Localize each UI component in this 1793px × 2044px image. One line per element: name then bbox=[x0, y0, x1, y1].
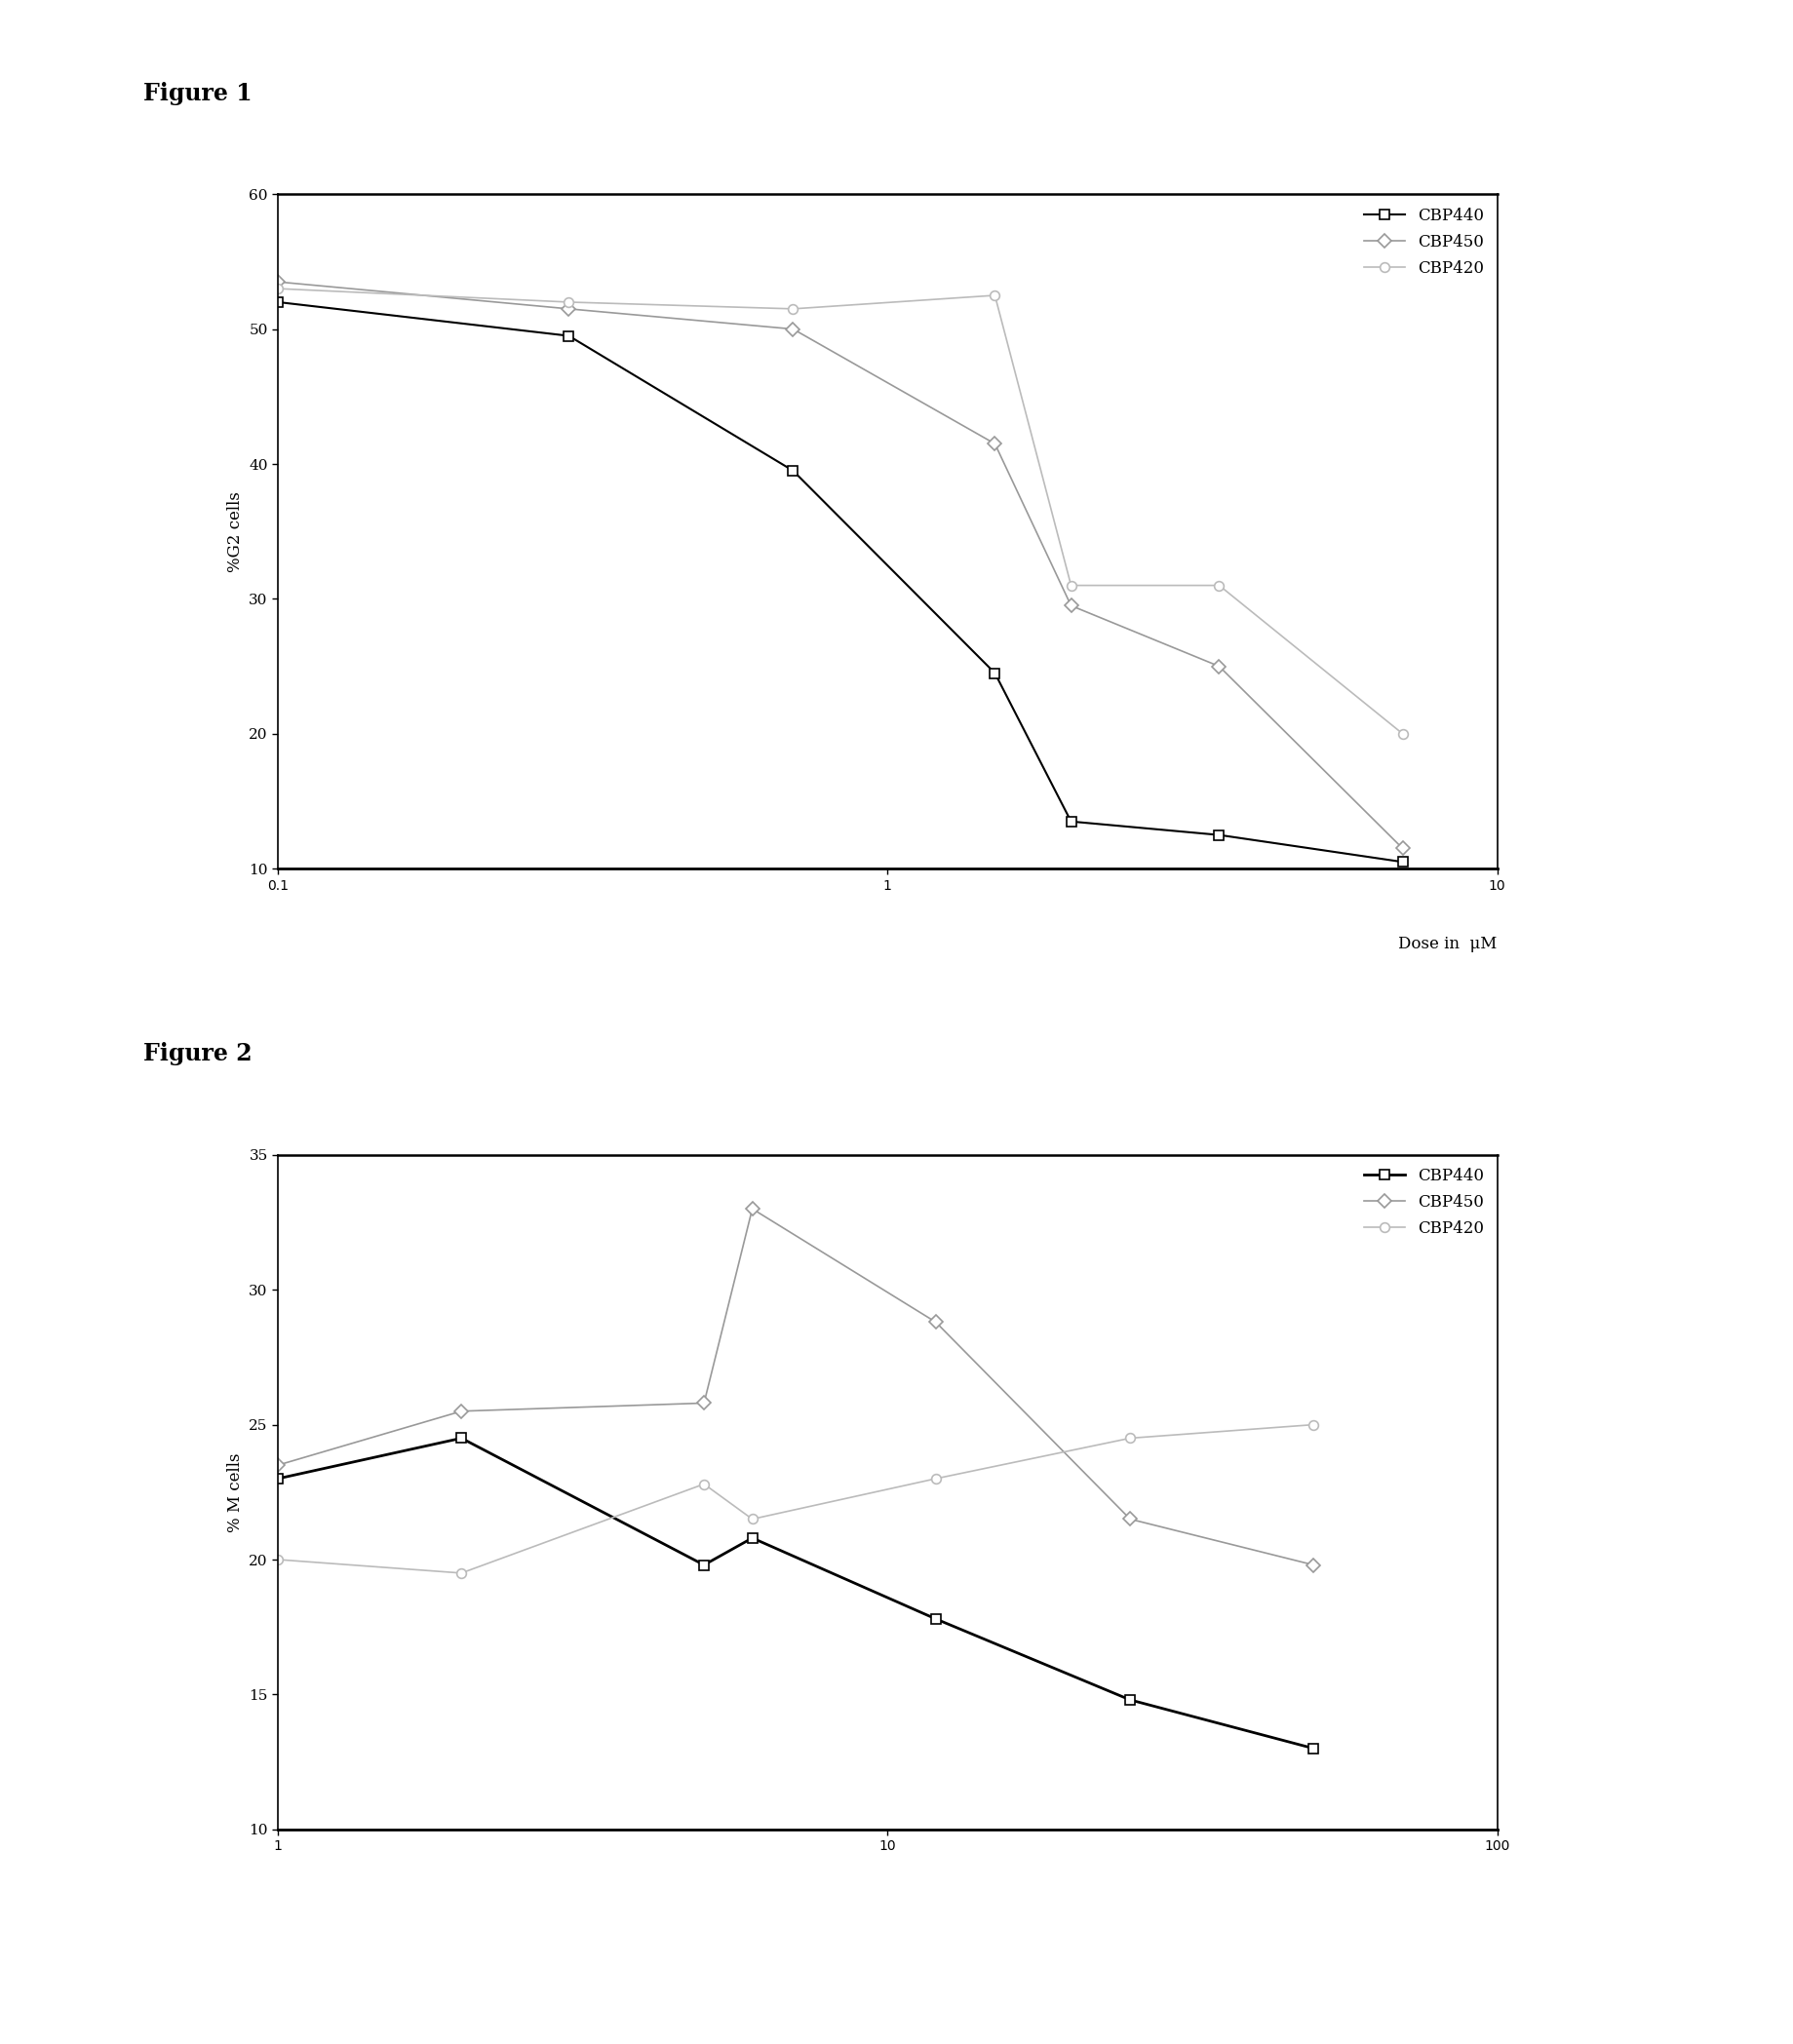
CBP450 bbox=[1304, 1553, 1325, 1578]
Legend: CBP440, CBP450, CBP420: CBP440, CBP450, CBP420 bbox=[1359, 1163, 1488, 1243]
CBP440 bbox=[742, 1525, 764, 1549]
CBP440 bbox=[1304, 1735, 1325, 1760]
CBP440 bbox=[925, 1607, 947, 1631]
Line: CBP420: CBP420 bbox=[273, 1421, 1318, 1578]
CBP450 bbox=[1119, 1506, 1140, 1531]
CBP420 bbox=[558, 290, 579, 315]
Y-axis label: % M cells: % M cells bbox=[226, 1453, 244, 1531]
CBP450 bbox=[925, 1310, 947, 1335]
CBP450 bbox=[694, 1390, 715, 1414]
CBP420 bbox=[1060, 572, 1081, 597]
Line: CBP420: CBP420 bbox=[273, 284, 1408, 738]
CBP440 bbox=[450, 1427, 472, 1451]
CBP420 bbox=[450, 1562, 472, 1586]
CBP450 bbox=[267, 270, 289, 294]
CBP450 bbox=[984, 431, 1006, 456]
CBP420 bbox=[984, 282, 1006, 307]
CBP420 bbox=[1304, 1412, 1325, 1437]
CBP420 bbox=[925, 1466, 947, 1490]
CBP440 bbox=[267, 290, 289, 315]
CBP420 bbox=[1208, 572, 1230, 597]
Line: CBP450: CBP450 bbox=[273, 1204, 1318, 1570]
CBP420 bbox=[1391, 722, 1413, 746]
Y-axis label: %G2 cells: %G2 cells bbox=[226, 491, 244, 572]
CBP420 bbox=[267, 276, 289, 300]
CBP440 bbox=[984, 660, 1006, 685]
Text: Figure 1: Figure 1 bbox=[143, 82, 253, 104]
CBP420 bbox=[782, 296, 803, 321]
CBP440 bbox=[1119, 1688, 1140, 1713]
CBP450 bbox=[1208, 654, 1230, 679]
CBP450 bbox=[782, 317, 803, 341]
Legend: CBP440, CBP450, CBP420: CBP440, CBP450, CBP420 bbox=[1359, 202, 1488, 282]
CBP450 bbox=[1391, 836, 1413, 861]
CBP450 bbox=[558, 296, 579, 321]
CBP420 bbox=[1119, 1427, 1140, 1451]
CBP440 bbox=[1208, 824, 1230, 848]
Line: CBP450: CBP450 bbox=[273, 278, 1408, 852]
CBP440 bbox=[1060, 809, 1081, 834]
CBP450 bbox=[1060, 593, 1081, 617]
CBP440 bbox=[267, 1466, 289, 1490]
CBP440 bbox=[1391, 850, 1413, 875]
Text: Dose in  μM: Dose in μM bbox=[1399, 936, 1497, 953]
CBP420 bbox=[267, 1547, 289, 1572]
CBP440 bbox=[558, 323, 579, 347]
Line: CBP440: CBP440 bbox=[273, 296, 1408, 867]
CBP450 bbox=[742, 1196, 764, 1220]
CBP420 bbox=[694, 1472, 715, 1496]
CBP420 bbox=[742, 1506, 764, 1531]
Line: CBP440: CBP440 bbox=[273, 1433, 1318, 1754]
Text: Figure 2: Figure 2 bbox=[143, 1042, 253, 1065]
CBP440 bbox=[782, 458, 803, 482]
CBP440 bbox=[694, 1553, 715, 1578]
CBP450 bbox=[450, 1398, 472, 1423]
CBP450 bbox=[267, 1453, 289, 1478]
